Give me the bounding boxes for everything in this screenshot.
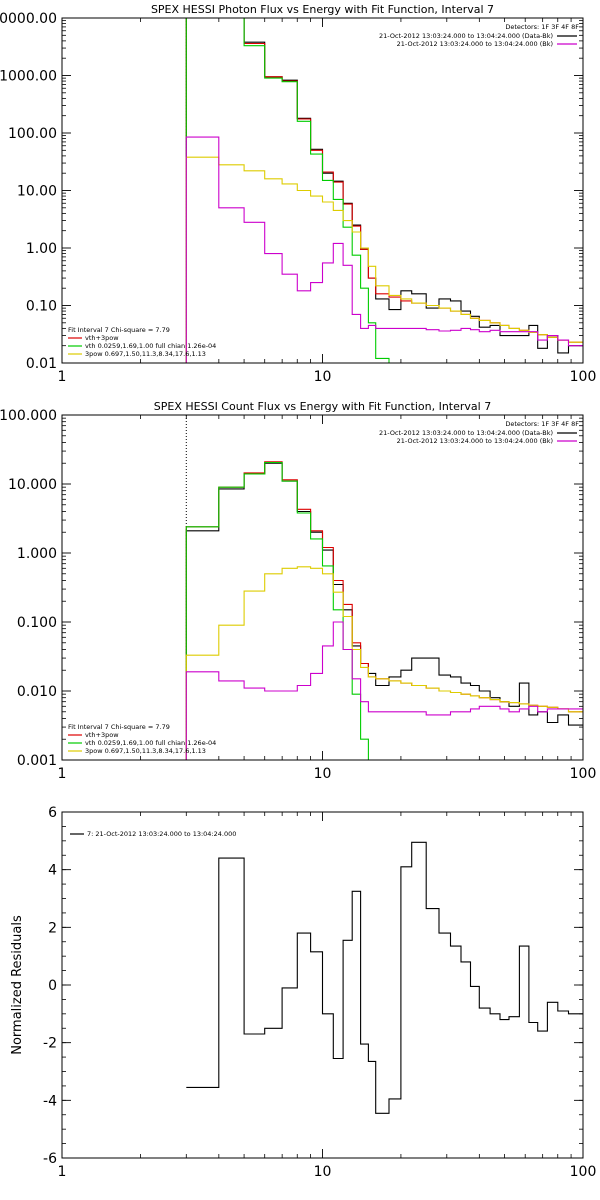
y-axis-label: Normalized Residuals bbox=[10, 915, 25, 1055]
y-tick-label: 0.001 bbox=[17, 753, 57, 769]
series-line-vth bbox=[185, 461, 369, 760]
x-tick-label: 10 bbox=[314, 1164, 332, 1180]
x-tick-label: 1 bbox=[58, 766, 67, 782]
plot-frame bbox=[61, 414, 584, 761]
y-tick-label: 0 bbox=[48, 978, 57, 994]
legend-header: Fit Interval 7 Chi-square = 7.79 bbox=[68, 326, 170, 334]
chart-title: SPEX HESSI Photon Flux vs Energy with Fi… bbox=[151, 3, 494, 16]
plot-frame bbox=[61, 811, 584, 1159]
y-tick-label: 0.100 bbox=[17, 615, 57, 631]
legend-entry-label: 7: 21-Oct-2012 13:03:24.000 to 13:04:24.… bbox=[87, 830, 236, 838]
series-line-bk bbox=[185, 136, 583, 363]
legend-entry-label: 21-Oct-2012 13:03:24.000 to 13:04:24.000… bbox=[379, 429, 553, 437]
series-line-vth-3pow bbox=[185, 461, 583, 760]
legend-entry-label: 21-Oct-2012 13:03:24.000 to 13:04:24.000… bbox=[397, 437, 553, 445]
y-tick-label: 100.00 bbox=[8, 126, 57, 142]
y-tick-label: 2 bbox=[48, 920, 57, 936]
y-tick-label: 10000.00 bbox=[0, 11, 57, 27]
y-tick-label: 1.00 bbox=[26, 241, 57, 257]
chart-title: SPEX HESSI Count Flux vs Energy with Fit… bbox=[154, 400, 491, 413]
x-tick-label: 100 bbox=[570, 1164, 597, 1180]
series-line-data-bk bbox=[185, 462, 583, 760]
y-tick-label: 10.000 bbox=[8, 477, 57, 493]
y-tick-label: 4 bbox=[48, 863, 57, 879]
legend-entry-label: vth 0.0259,1.69,1.00 full chian 1.26e-04 bbox=[85, 739, 216, 747]
series-group bbox=[186, 841, 583, 1114]
series-group bbox=[185, 18, 583, 363]
y-tick-label: 6 bbox=[48, 805, 57, 821]
y-tick-label: 100.000 bbox=[0, 408, 57, 424]
legend-entry-label: 21-Oct-2012 13:03:24.000 to 13:04:24.000… bbox=[379, 32, 553, 40]
y-tick-label: -2 bbox=[43, 1036, 57, 1052]
y-tick-label: -6 bbox=[43, 1151, 57, 1167]
legend-title: Detectors: 1F 3F 4F 8F bbox=[505, 23, 579, 31]
legend-title: Detectors: 1F 3F 4F 8F bbox=[505, 420, 579, 428]
chart-panel-1: SPEX HESSI Photon Flux vs Energy with Fi… bbox=[0, 3, 597, 385]
legend-entry-label: vth+3pow bbox=[85, 334, 119, 342]
legend-entry-label: vth 0.0259,1.69,1.00 full chian 1.26e-04 bbox=[85, 342, 216, 350]
y-tick-label: 1.000 bbox=[17, 546, 57, 562]
x-tick-label: 1 bbox=[58, 1164, 67, 1180]
y-tick-label: 0.10 bbox=[26, 299, 57, 315]
x-tick-label: 10 bbox=[314, 369, 332, 385]
plot-frame bbox=[61, 17, 584, 364]
chart-panel-3: 1 10 100 -6 -4 -2 0 2 4 6 Normalized Residuals 7: 2… bbox=[10, 805, 596, 1180]
series-group bbox=[185, 461, 583, 760]
chart-panel-2: SPEX HESSI Count Flux vs Energy with Fit… bbox=[0, 400, 597, 782]
legend-entry-label: 21-Oct-2012 13:03:24.000 to 13:04:24.000… bbox=[397, 40, 553, 48]
y-tick-label: 10.00 bbox=[17, 184, 57, 200]
x-tick-label: 1 bbox=[58, 369, 67, 385]
series-line-3pow bbox=[185, 156, 583, 363]
y-tick-label: 1000.00 bbox=[0, 69, 57, 85]
legend-header: Fit Interval 7 Chi-square = 7.79 bbox=[68, 723, 170, 731]
legend-entry-label: vth+3pow bbox=[85, 731, 119, 739]
series-line-data-bk bbox=[185, 18, 583, 363]
y-tick-label: 0.010 bbox=[17, 684, 57, 700]
series-line-bk bbox=[185, 621, 583, 760]
series-line-residuals bbox=[186, 841, 583, 1114]
y-tick-label: 0.01 bbox=[26, 356, 57, 372]
x-tick-label: 10 bbox=[314, 766, 332, 782]
x-tick-label: 100 bbox=[570, 369, 597, 385]
legend-entry-label: 3pow 0.697,1.50,11.3,8.34,17.6,1.13 bbox=[85, 350, 206, 358]
y-tick-label: -4 bbox=[43, 1093, 57, 1109]
x-tick-label: 100 bbox=[570, 766, 597, 782]
series-line-vth bbox=[185, 18, 390, 363]
series-line-vth-3pow bbox=[185, 18, 583, 363]
series-line-3pow bbox=[185, 566, 583, 760]
legend-entry-label: 3pow 0.697,1.50,11.3,8.34,17.6,1.13 bbox=[85, 747, 206, 755]
